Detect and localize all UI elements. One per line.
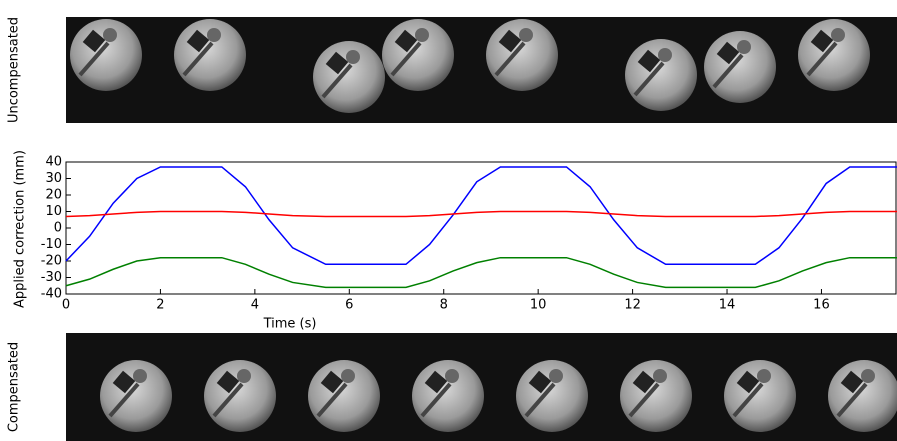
x-tick-label: 2: [156, 298, 164, 313]
y-tick-label: -40: [41, 287, 62, 302]
y-tick-label: 0: [54, 221, 62, 236]
phantom-insert: [757, 369, 771, 383]
phantom-insert: [861, 369, 875, 383]
figure: Uncompensated Compensated Applied correc…: [0, 0, 897, 441]
phantom-insert: [658, 48, 672, 62]
top-strip-label: Uncompensated: [7, 17, 22, 123]
phantom-insert: [519, 28, 533, 42]
x-tick-label: 14: [719, 298, 736, 313]
phantom-insert: [831, 28, 845, 42]
x-tick-label: 6: [345, 298, 353, 313]
x-tick-label: 10: [530, 298, 547, 313]
y-tick-label: -30: [41, 270, 62, 285]
bottom-strip-label: Compensated: [7, 342, 22, 432]
x-tick-label: 8: [440, 298, 448, 313]
phantom-insert: [737, 40, 751, 54]
phantom-insert: [341, 369, 355, 383]
phantom-insert: [549, 369, 563, 383]
phantom-insert: [653, 369, 667, 383]
y-tick-label: 30: [45, 171, 62, 186]
x-tick-label: 16: [813, 298, 830, 313]
image-strips: [66, 17, 897, 441]
plot-frame: [66, 162, 896, 294]
phantom-insert: [133, 369, 147, 383]
phantom-insert: [207, 28, 221, 42]
series-line: [66, 212, 897, 217]
phantom-insert: [346, 50, 360, 64]
x-tick-label: 12: [624, 298, 641, 313]
x-tick-label: 0: [62, 298, 70, 313]
phantom-insert: [445, 369, 459, 383]
x-tick-label: 4: [251, 298, 259, 313]
series-line: [66, 258, 897, 288]
phantom-insert: [103, 28, 117, 42]
y-tick-label: 10: [45, 204, 62, 219]
phantom-insert: [237, 369, 251, 383]
x-axis-label: Time (s): [263, 317, 317, 332]
phantom-insert: [415, 28, 429, 42]
phantom: [828, 360, 897, 432]
y-axis-label: Applied correction (mm): [13, 150, 28, 308]
y-tick-label: -10: [41, 237, 62, 252]
y-tick-label: 20: [45, 188, 62, 203]
y-tick-label: -20: [41, 254, 62, 269]
y-tick-label: 40: [45, 155, 62, 170]
